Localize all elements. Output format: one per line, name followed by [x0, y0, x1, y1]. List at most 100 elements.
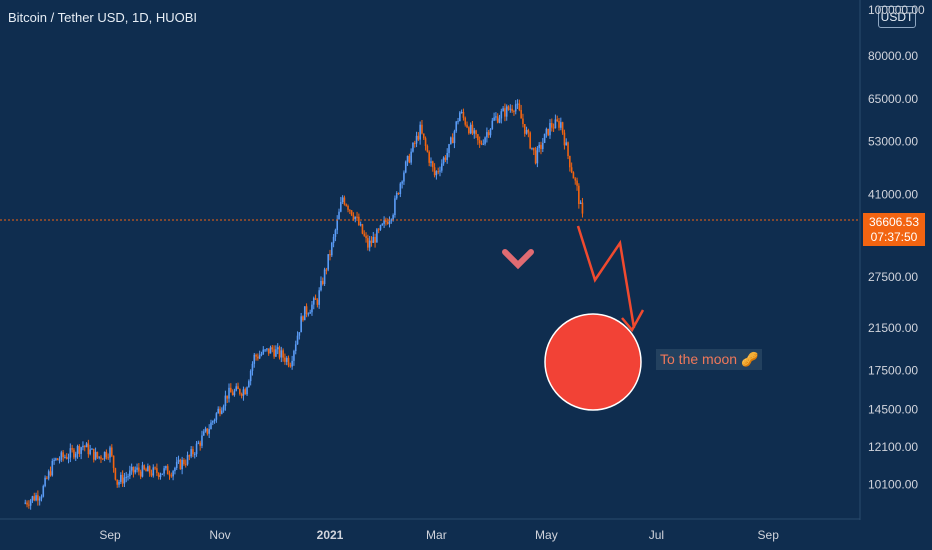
candle-body [338, 211, 340, 220]
candle-body [581, 202, 584, 214]
candle-body [381, 223, 384, 226]
candle-body [527, 129, 530, 133]
moon-note[interactable]: To the moon 🥜 [656, 349, 763, 370]
candle-body [37, 495, 39, 501]
candle-body [363, 233, 366, 236]
y-tick-label: 17500.00 [868, 364, 918, 378]
candle-body [62, 452, 64, 458]
candle-body [147, 466, 149, 472]
candle-body [96, 451, 99, 458]
y-tick-label: 12100.00 [868, 440, 918, 454]
candle-body [105, 451, 108, 458]
last-price-tag: 36606.53 07:37:50 [863, 213, 925, 246]
candle-body [31, 496, 34, 501]
candle-body [473, 130, 476, 134]
candle-body [536, 147, 539, 164]
candle-body [462, 112, 465, 118]
candle-body [161, 473, 164, 475]
candle-body [518, 103, 521, 111]
candle-body [145, 469, 147, 472]
candle-body [540, 144, 542, 150]
candle-body [410, 151, 412, 163]
candle-body [309, 312, 311, 314]
y-axis: 100000.00 80000.00 65000.00 53000.00 41000.0… [868, 3, 925, 491]
candle-body [58, 459, 61, 461]
candle-body [138, 467, 140, 472]
candle-body [547, 128, 549, 136]
candle-body [376, 229, 378, 243]
candle-body [311, 304, 313, 313]
candle-body [67, 457, 70, 459]
candle-body [379, 225, 382, 230]
candle-body [136, 467, 138, 470]
candle-body [314, 298, 317, 300]
candle-body [442, 157, 445, 164]
candle-body [421, 124, 423, 134]
candle-body [459, 112, 461, 122]
candle-body [516, 103, 519, 105]
candle-body [316, 299, 319, 305]
candle-body [356, 216, 358, 218]
candle-body [475, 130, 477, 135]
candle-body [325, 269, 328, 271]
candle-body [496, 116, 499, 123]
candle-body [266, 348, 268, 350]
candle-body [565, 142, 568, 146]
candle-body [206, 428, 209, 434]
candle-body [569, 155, 571, 168]
candle-body [269, 347, 272, 354]
candle-body [53, 459, 55, 461]
candle-body [192, 449, 194, 455]
candle-body [103, 451, 106, 460]
candle-body [129, 470, 131, 477]
candle-body [35, 495, 37, 501]
candle-body [219, 408, 221, 414]
candle-body [480, 143, 483, 145]
candle-body [267, 348, 270, 354]
candle-body [141, 465, 144, 477]
candle-body [204, 428, 207, 432]
candle-body [567, 142, 569, 156]
candle-body [397, 193, 400, 195]
candle-body [193, 454, 196, 456]
candle-body [215, 413, 218, 420]
candle-body [260, 353, 263, 356]
candle-body [331, 242, 333, 256]
y-tick-label: 41000.00 [868, 188, 918, 202]
candle-body [320, 280, 322, 291]
candle-body [73, 449, 75, 458]
moon-circle [544, 313, 642, 411]
candle-body [489, 128, 492, 136]
candle-body [460, 112, 463, 114]
candle-body [435, 171, 438, 176]
candle-body [202, 431, 205, 436]
candle-body [237, 386, 239, 390]
candle-body [477, 134, 479, 141]
candle-body [466, 124, 468, 128]
candle-body [365, 235, 367, 239]
candle-body [415, 135, 418, 144]
candle-body [383, 220, 385, 224]
candle-body [448, 144, 450, 153]
candle-body [359, 224, 362, 226]
candle-body [482, 143, 485, 145]
candle-body [188, 455, 191, 457]
candle-body [112, 455, 115, 469]
candle-body [257, 356, 259, 359]
candle-body [159, 474, 162, 478]
candle-body [354, 216, 357, 220]
currency-badge[interactable]: USDT [878, 6, 916, 28]
candle-body [457, 121, 459, 123]
candle-body [486, 132, 488, 138]
candle-body [403, 172, 405, 182]
y-tick-label: 27500.00 [868, 270, 918, 284]
y-tick-label: 14500.00 [868, 403, 918, 417]
candle-body [367, 238, 369, 248]
chart-title: Bitcoin / Tether USD, 1D, HUOBI [8, 10, 198, 25]
candle-body [76, 446, 79, 454]
candle-body [426, 146, 429, 152]
candle-body [235, 386, 238, 391]
x-tick-label: Nov [209, 528, 230, 542]
candle-body [174, 467, 176, 472]
